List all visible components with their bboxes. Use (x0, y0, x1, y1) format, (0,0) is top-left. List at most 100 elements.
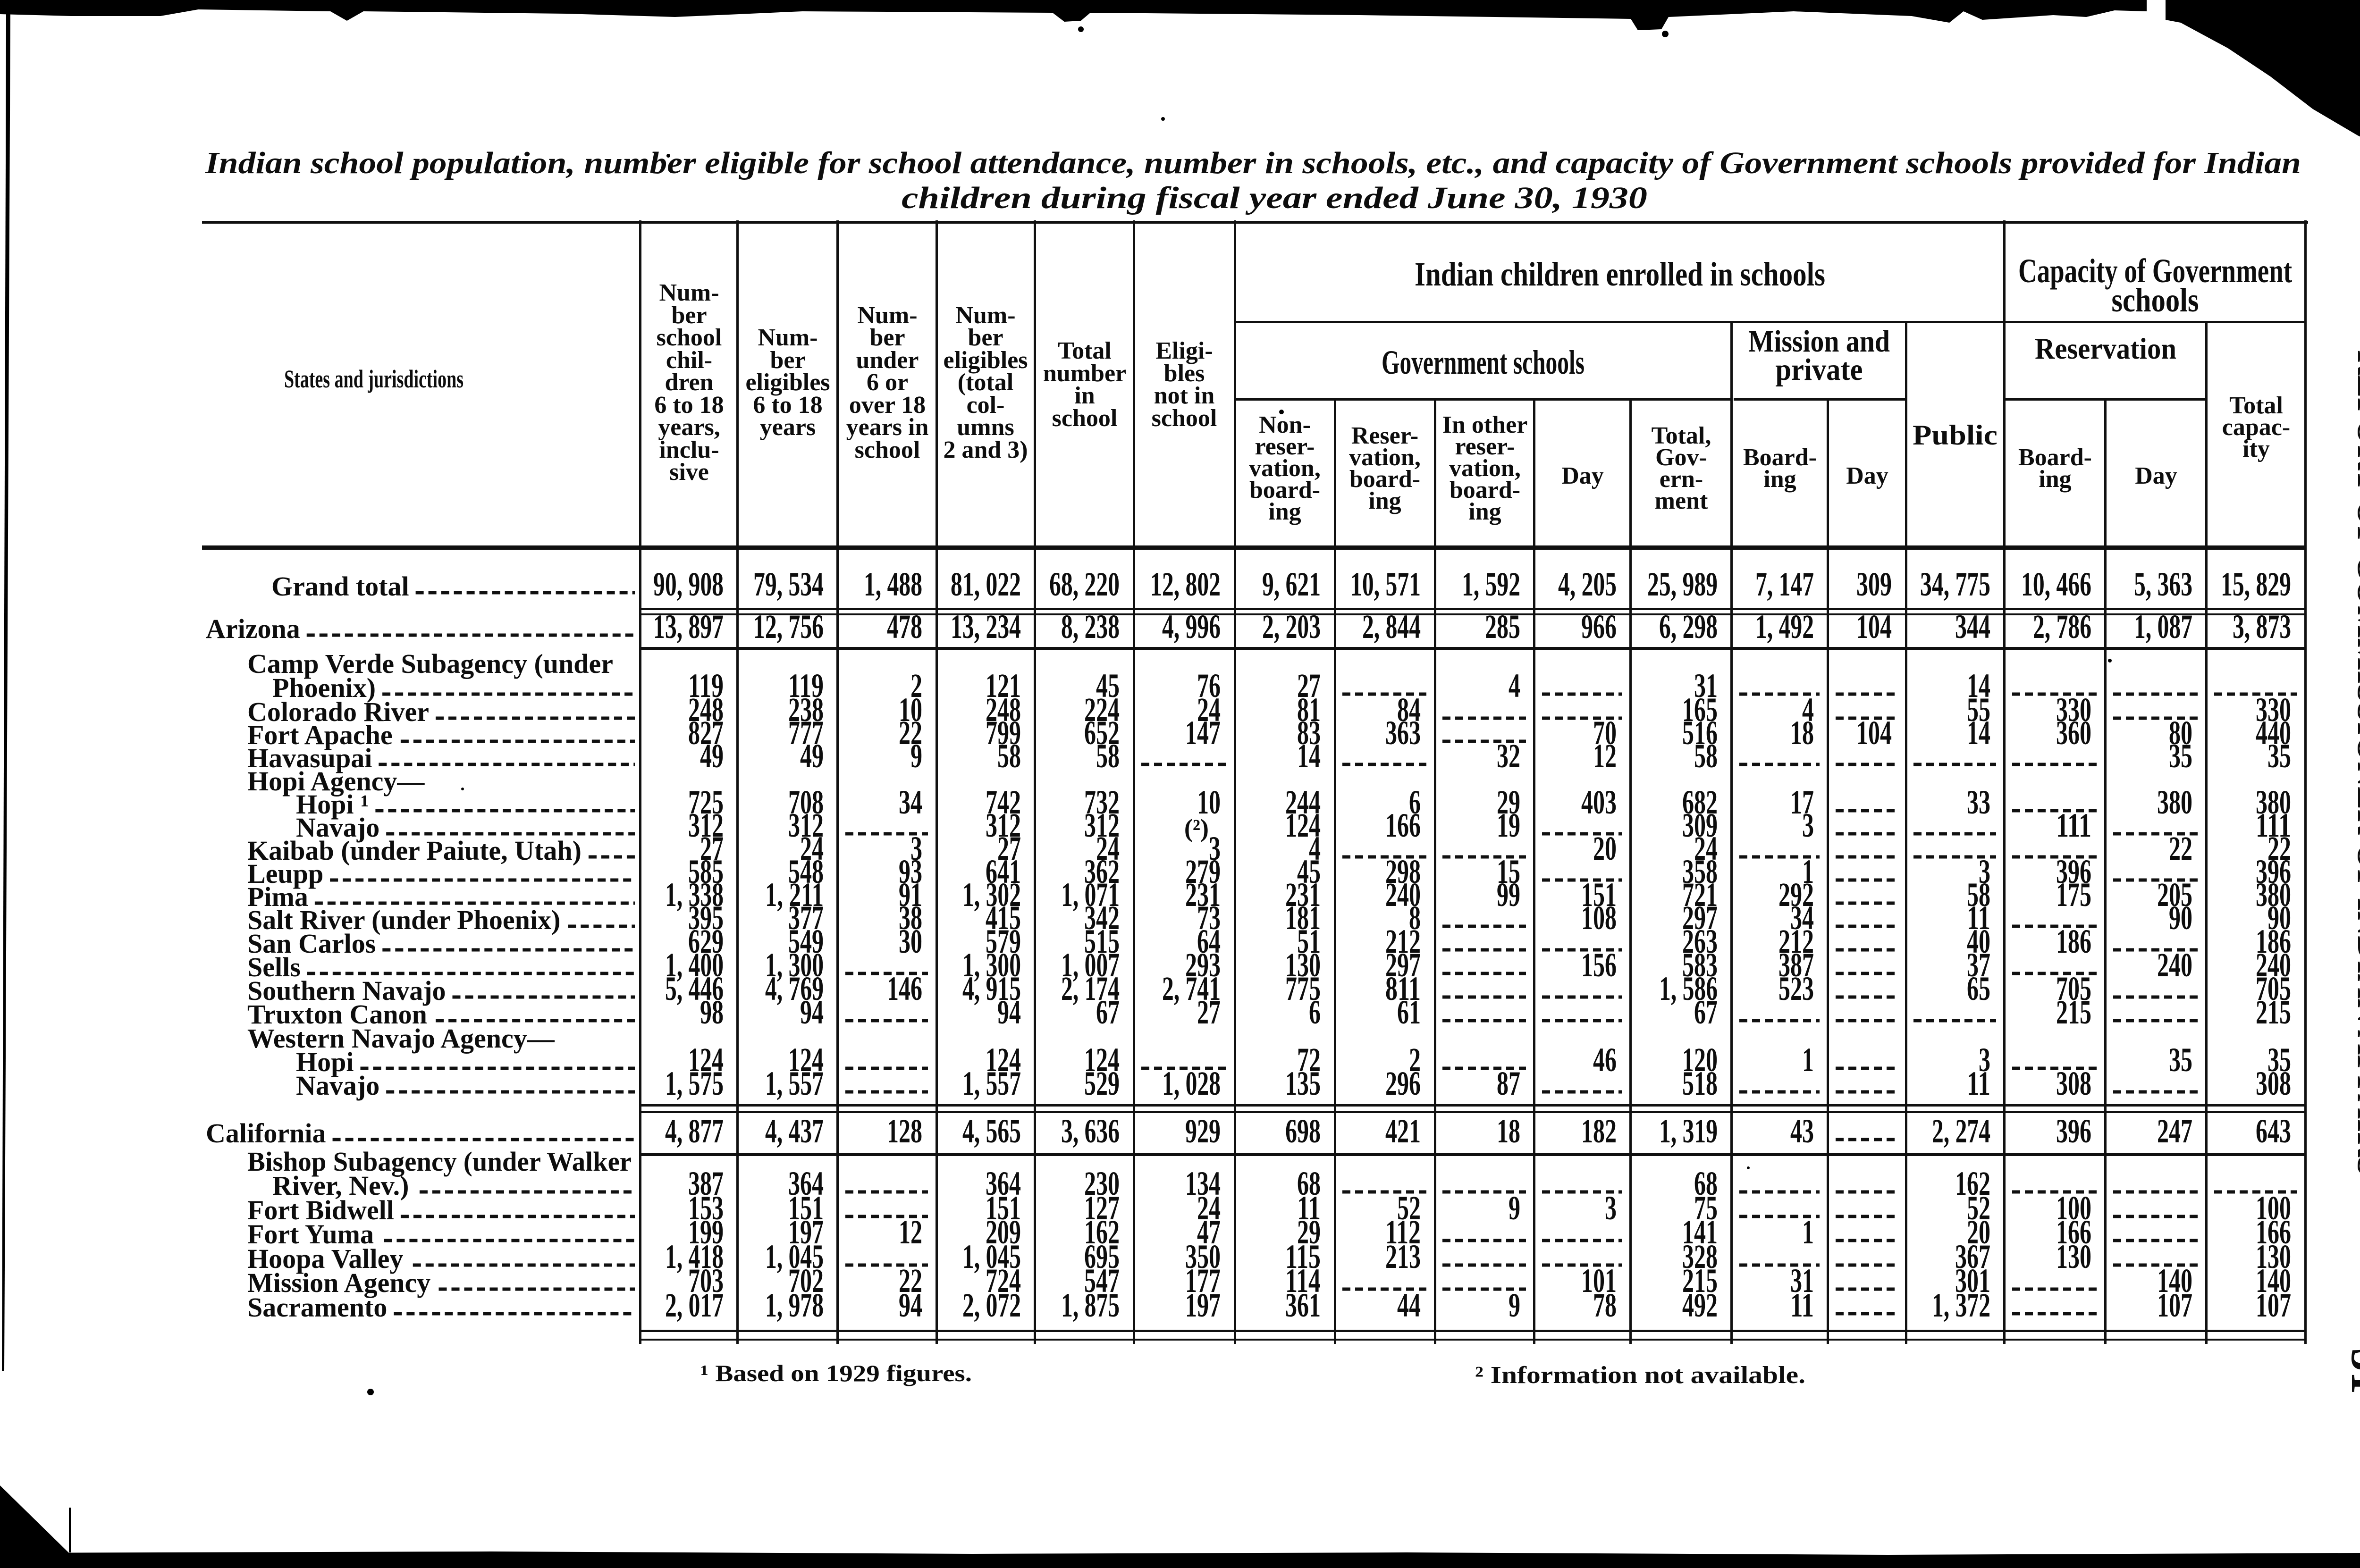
svg-text:124: 124 (788, 1041, 824, 1079)
svg-text:Fort Bidwell: Fort Bidwell (247, 1195, 394, 1225)
svg-text:213: 213 (1385, 1238, 1421, 1275)
svg-text:67: 67 (1694, 993, 1718, 1031)
svg-text:358: 358 (1682, 853, 1718, 890)
svg-text:14: 14 (1967, 714, 1990, 752)
svg-text:not in: not in (1154, 382, 1215, 409)
svg-text:ber: ber (968, 324, 1003, 351)
svg-text:Capacity of Government: Capacity of Government (2018, 252, 2292, 290)
svg-text:1, 338: 1, 338 (665, 876, 724, 914)
svg-text:119: 119 (688, 667, 724, 704)
svg-text:130: 130 (1285, 946, 1321, 984)
svg-text:248: 248 (688, 691, 724, 729)
svg-text:Bishop Subagency (under Walker: Bishop Subagency (under Walker (247, 1146, 632, 1177)
svg-text:380: 380 (2256, 876, 2291, 914)
svg-text:vation,: vation, (1349, 444, 1421, 471)
svg-text:104: 104 (1856, 608, 1892, 646)
svg-text:363: 363 (1385, 714, 1421, 752)
svg-text:247: 247 (2157, 1112, 2192, 1150)
svg-text:81, 022: 81, 022 (951, 565, 1021, 603)
svg-text:387: 387 (688, 1165, 724, 1202)
svg-text:vation,: vation, (1249, 455, 1321, 482)
svg-text:231: 231 (1185, 876, 1221, 914)
svg-text:403: 403 (1581, 783, 1617, 821)
svg-text:4: 4 (1802, 691, 1814, 729)
svg-text:135: 135 (1285, 1065, 1321, 1102)
svg-text:215: 215 (2256, 993, 2291, 1031)
svg-text:209: 209 (986, 1213, 1021, 1251)
svg-text:100: 100 (2256, 1189, 2291, 1227)
svg-text:166: 166 (1385, 806, 1421, 844)
svg-text:Leupp: Leupp (247, 858, 323, 889)
svg-text:52: 52 (1397, 1189, 1421, 1227)
svg-text:93: 93 (899, 853, 922, 890)
svg-text:119: 119 (788, 667, 824, 704)
svg-text:698: 698 (1285, 1112, 1321, 1150)
svg-text:4, 205: 4, 205 (1558, 565, 1617, 603)
svg-text:549: 549 (788, 922, 824, 960)
svg-text:col-: col- (967, 392, 1005, 419)
svg-text:695: 695 (1084, 1238, 1120, 1275)
svg-text:umns: umns (957, 414, 1014, 441)
svg-text:104: 104 (1856, 714, 1892, 752)
svg-text:Sacramento: Sacramento (247, 1292, 387, 1323)
svg-text:70: 70 (1593, 714, 1617, 752)
svg-text:school: school (657, 324, 722, 351)
svg-text:440: 440 (2256, 714, 2291, 752)
svg-text:73: 73 (1197, 899, 1221, 937)
svg-text:9: 9 (1509, 1286, 1520, 1324)
svg-text:165: 165 (1682, 691, 1718, 729)
svg-text:49: 49 (800, 737, 824, 775)
svg-text:San Carlos: San Carlos (247, 928, 376, 959)
svg-text:5, 446: 5, 446 (665, 970, 724, 1007)
svg-text:6, 298: 6, 298 (1659, 608, 1718, 646)
svg-text:3, 873: 3, 873 (2233, 608, 2291, 646)
svg-text:197: 197 (1185, 1286, 1221, 1324)
svg-text:107: 107 (2256, 1286, 2291, 1324)
svg-text:350: 350 (1185, 1238, 1221, 1275)
svg-text:1, 071: 1, 071 (1061, 876, 1120, 914)
svg-text:18: 18 (1497, 1112, 1520, 1150)
svg-text:Board-: Board- (2018, 444, 2092, 471)
svg-text:84: 84 (1397, 691, 1421, 729)
svg-text:80: 80 (2169, 714, 2192, 752)
svg-text:12: 12 (1593, 737, 1617, 775)
svg-text:81: 81 (1297, 691, 1321, 729)
svg-text:4: 4 (1509, 667, 1520, 704)
svg-text:1, 875: 1, 875 (1061, 1286, 1120, 1324)
svg-text:Non-: Non- (1259, 411, 1311, 438)
svg-text:298: 298 (1385, 853, 1421, 890)
svg-text:107: 107 (2157, 1286, 2192, 1324)
svg-text:46: 46 (1593, 1041, 1617, 1079)
svg-text:Southern Navajo: Southern Navajo (247, 975, 446, 1006)
svg-text:682: 682 (1682, 783, 1718, 821)
svg-text:111: 111 (2056, 806, 2091, 844)
svg-text:Camp Verde Subagency (under: Camp Verde Subagency (under (247, 648, 613, 679)
svg-text:98: 98 (700, 993, 724, 1031)
svg-text:Phoenix): Phoenix) (272, 672, 376, 703)
svg-text:380: 380 (2157, 783, 2192, 821)
svg-text:51: 51 (1297, 922, 1321, 960)
svg-text:children during fiscal year en: children during fiscal year ended June 3… (902, 181, 1647, 215)
svg-text:17: 17 (1790, 783, 1814, 821)
svg-text:293: 293 (1185, 946, 1221, 984)
svg-text:10, 571: 10, 571 (1350, 565, 1421, 603)
svg-text:38: 38 (899, 899, 922, 937)
svg-text:Fort Apache: Fort Apache (247, 720, 393, 750)
svg-text:2, 786: 2, 786 (2033, 608, 2091, 646)
svg-text:inclu-: inclu- (659, 436, 719, 463)
svg-text:212: 212 (1385, 922, 1421, 960)
svg-text:162: 162 (1084, 1213, 1120, 1251)
svg-text:20: 20 (1967, 1213, 1990, 1251)
svg-text:529: 529 (1084, 1065, 1120, 1102)
svg-text:1, 045: 1, 045 (765, 1238, 824, 1275)
svg-text:90: 90 (2267, 899, 2291, 937)
svg-text:45: 45 (1096, 667, 1120, 704)
svg-text:108: 108 (1581, 899, 1617, 937)
svg-text:1, 211: 1, 211 (765, 876, 824, 914)
svg-text:58: 58 (1694, 737, 1718, 775)
svg-text:312: 312 (688, 806, 724, 844)
svg-text:1, 400: 1, 400 (665, 946, 724, 984)
svg-text:99: 99 (1497, 876, 1520, 914)
svg-text:29: 29 (1297, 1213, 1321, 1251)
svg-text:702: 702 (788, 1262, 824, 1300)
